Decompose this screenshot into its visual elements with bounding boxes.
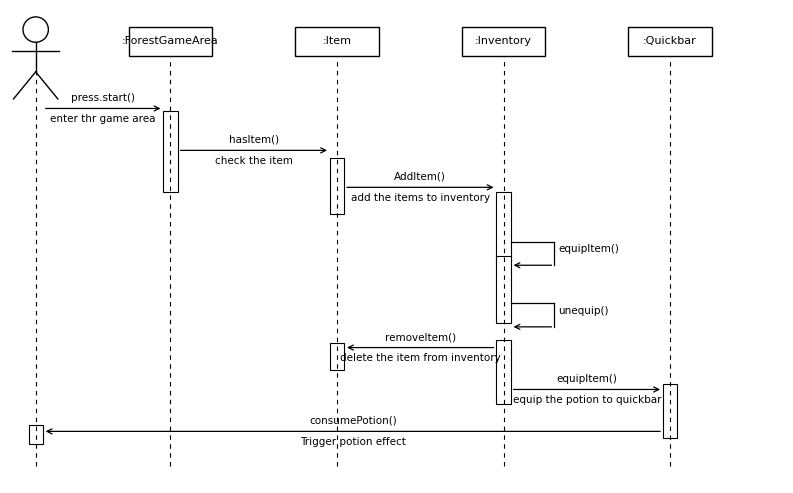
Bar (295, 27, 379, 56)
Bar (29, 425, 43, 444)
Bar (628, 27, 712, 56)
Text: enter thr game area: enter thr game area (50, 114, 156, 124)
Text: AddItem(): AddItem() (394, 172, 446, 182)
Text: add the items to inventory: add the items to inventory (351, 193, 490, 203)
Bar (496, 192, 511, 261)
Text: equipItem(): equipItem() (557, 374, 617, 384)
Bar (128, 27, 213, 56)
Text: Trigger potion effect: Trigger potion effect (300, 437, 406, 447)
Text: unequip(): unequip() (558, 306, 609, 316)
Bar (330, 158, 344, 214)
Text: :Item: :Item (323, 36, 351, 46)
Bar (330, 343, 344, 370)
Text: equipItem(): equipItem() (558, 244, 619, 254)
Text: hasItem(): hasItem() (228, 135, 279, 145)
Text: :Quickbar: :Quickbar (643, 36, 697, 46)
Text: removeItem(): removeItem() (385, 332, 456, 342)
Text: consumePotion(): consumePotion() (309, 416, 396, 426)
Text: delete the item from inventory: delete the item from inventory (340, 353, 500, 363)
Bar (163, 111, 178, 192)
Bar (663, 384, 677, 438)
Bar (462, 27, 546, 56)
Text: :Inventory: :Inventory (475, 36, 532, 46)
Bar (496, 340, 511, 404)
Text: :ForestGameArea: :ForestGameArea (122, 36, 219, 46)
Text: equip the potion to quickbar: equip the potion to quickbar (512, 395, 661, 405)
Text: check the item: check the item (215, 156, 293, 166)
Text: press.start(): press.start() (71, 93, 135, 103)
Bar (496, 256, 511, 323)
